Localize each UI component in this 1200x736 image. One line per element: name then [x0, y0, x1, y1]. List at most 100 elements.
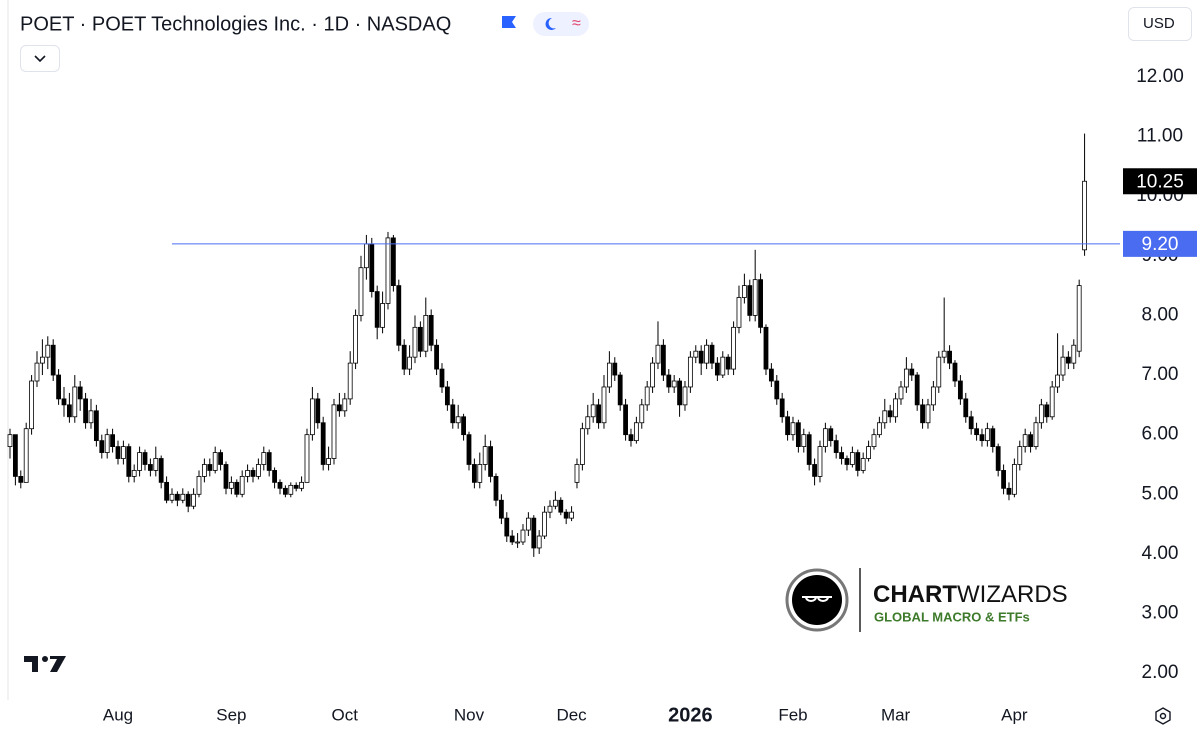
moon-icon — [545, 17, 556, 30]
candle-body — [390, 237, 396, 287]
candle-body — [18, 476, 24, 483]
candle-body — [785, 416, 790, 436]
candle-body — [180, 493, 186, 501]
last-price-label: 10.25 — [1136, 171, 1184, 192]
candle-body — [725, 356, 731, 370]
candle-body — [547, 505, 553, 513]
candle-body — [417, 326, 423, 352]
candle-body — [304, 434, 310, 483]
candle-body — [477, 464, 483, 483]
candle-body — [569, 511, 574, 519]
candle-body — [347, 362, 353, 400]
candle-body — [336, 404, 342, 412]
candle-body — [552, 499, 558, 507]
candle-body — [795, 422, 801, 447]
level-label-box — [1123, 230, 1197, 257]
candle-body — [1038, 404, 1044, 424]
candle-body — [23, 428, 29, 483]
candle-body — [1028, 434, 1033, 447]
candle-body — [169, 493, 175, 501]
candle-body — [299, 481, 304, 489]
candle-body — [612, 362, 618, 376]
candle-body — [34, 362, 40, 382]
candle-body — [687, 356, 693, 388]
candle-body — [147, 464, 153, 471]
candle-body — [698, 350, 704, 364]
candle-body — [239, 476, 245, 495]
candle-body — [12, 434, 18, 477]
candle-body — [353, 315, 358, 364]
candle-body — [909, 368, 915, 376]
candle-body — [752, 279, 758, 316]
candle-body — [779, 398, 785, 418]
y-tick-label: 8.00 — [1142, 304, 1179, 325]
candle-body — [466, 434, 472, 465]
candle-body — [207, 464, 213, 471]
flag-icon — [502, 16, 516, 28]
candle-body — [56, 374, 61, 400]
x-tick-label: Oct — [332, 705, 359, 724]
candle-body — [930, 386, 936, 406]
chart-title: POET · POET Technologies Inc. · 1D · NAS… — [20, 13, 451, 35]
candle-body — [309, 398, 315, 436]
candle-body — [1076, 285, 1082, 352]
chevron-icon — [34, 55, 46, 63]
candle-body — [833, 440, 839, 453]
candle-body — [164, 481, 169, 501]
candle-body — [142, 452, 148, 465]
candle-body — [844, 458, 850, 465]
candle-body — [590, 404, 596, 418]
collapse-button[interactable] — [20, 45, 60, 72]
candle-body — [579, 428, 585, 465]
candle-body — [720, 356, 726, 376]
candle-body — [563, 511, 569, 519]
candle-body — [110, 434, 115, 447]
candle-body — [131, 470, 137, 477]
x-tick-label: Mar — [881, 705, 911, 724]
candle-body — [736, 297, 742, 328]
candle-body — [1082, 180, 1087, 251]
x-tick-label: Dec — [556, 705, 587, 724]
y-tick-label: 3.00 — [1142, 603, 1179, 624]
candle-body — [1049, 386, 1055, 418]
candle-body — [936, 356, 942, 388]
candle-body — [245, 470, 250, 477]
y-tick-label: 4.00 — [1142, 543, 1179, 564]
candle-body — [774, 380, 780, 400]
candle-body — [482, 446, 488, 465]
candle-body — [223, 464, 229, 489]
candle-body — [768, 368, 774, 382]
candle-body — [650, 362, 655, 388]
candle-body — [320, 422, 326, 465]
candle-body — [439, 368, 445, 388]
candle-body — [493, 476, 499, 501]
currency-button[interactable]: USD — [1128, 7, 1192, 41]
candle-body — [1017, 446, 1023, 465]
watermark-brand: CHARTWIZARDS — [873, 581, 1068, 608]
candle-body — [504, 517, 510, 537]
candle-body — [606, 362, 612, 388]
settings-icon[interactable] — [1155, 707, 1171, 725]
candle-body — [196, 476, 202, 495]
candle-body — [876, 422, 882, 436]
last-price-box — [1123, 168, 1197, 195]
candle-body — [66, 404, 72, 418]
candle-body — [633, 422, 639, 442]
candle-body — [255, 464, 261, 477]
candle-body — [898, 386, 904, 400]
candle-body — [369, 243, 375, 292]
candle-body — [979, 434, 985, 442]
candle-body — [639, 404, 645, 424]
candle-body — [1044, 404, 1050, 418]
candle-body — [628, 434, 634, 442]
candle-body — [515, 541, 520, 544]
candle-body — [61, 398, 67, 406]
candle-body — [261, 452, 267, 465]
candle-body — [45, 344, 51, 358]
candle-body — [137, 452, 142, 471]
candle-body — [558, 499, 564, 513]
x-tick-label: Aug — [103, 705, 133, 724]
candle-body — [677, 380, 682, 406]
logo-disc — [792, 575, 842, 625]
